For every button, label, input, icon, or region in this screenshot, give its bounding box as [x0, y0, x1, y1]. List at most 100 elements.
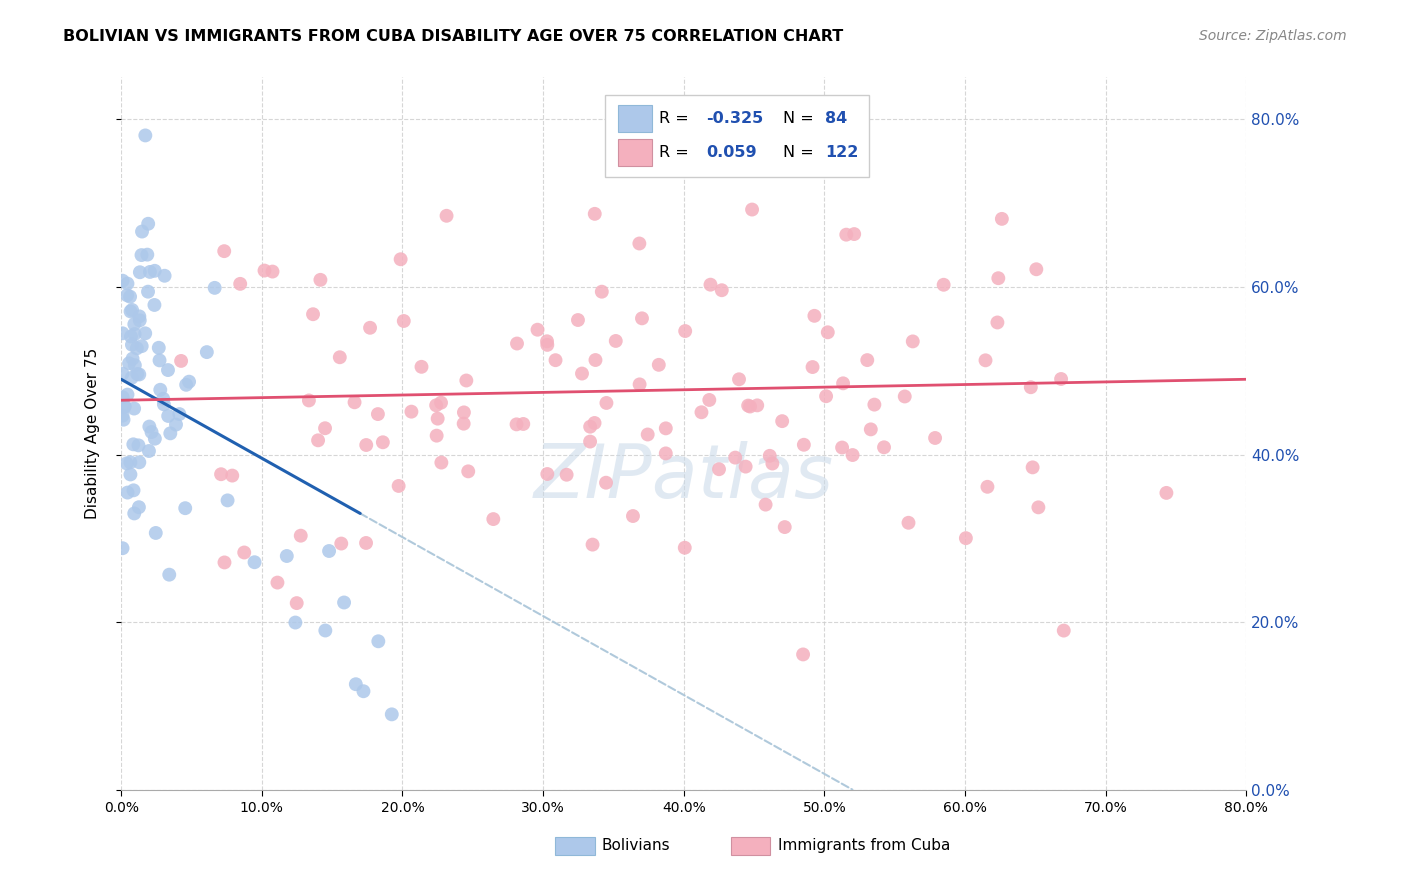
Point — [111, 409, 134, 423]
Point — [506, 336, 529, 351]
Point — [655, 421, 678, 435]
Point — [991, 211, 1014, 226]
Point — [131, 339, 153, 353]
Point — [165, 417, 187, 432]
Point — [457, 464, 479, 478]
Point — [118, 356, 141, 370]
Point — [426, 411, 449, 425]
FancyBboxPatch shape — [619, 105, 652, 132]
Point — [690, 405, 713, 419]
Point — [755, 498, 778, 512]
Point — [217, 493, 239, 508]
Point — [987, 271, 1010, 285]
Point — [536, 334, 558, 349]
Point — [111, 274, 134, 288]
Point — [571, 367, 593, 381]
Point — [758, 449, 780, 463]
Point — [309, 273, 332, 287]
Point — [873, 440, 896, 454]
Point — [284, 615, 307, 630]
Point — [131, 225, 153, 239]
Point — [425, 398, 447, 412]
Point — [482, 512, 505, 526]
Point — [125, 341, 148, 355]
Text: R =: R = — [659, 112, 693, 127]
Point — [738, 400, 761, 414]
Point — [148, 353, 170, 368]
Point — [974, 353, 997, 368]
Point — [329, 351, 352, 365]
Point — [832, 376, 855, 391]
Point — [157, 409, 180, 423]
Point — [697, 392, 720, 407]
Text: R =: R = — [659, 145, 699, 160]
Point — [114, 399, 136, 413]
Point — [153, 268, 176, 283]
Point — [141, 425, 163, 439]
Point — [124, 358, 146, 372]
Point — [747, 398, 769, 412]
Point — [124, 327, 146, 342]
Point — [121, 302, 143, 317]
Point — [148, 341, 170, 355]
Point — [145, 525, 167, 540]
Point — [426, 428, 449, 442]
Point — [115, 457, 138, 471]
Text: 84: 84 — [825, 112, 848, 127]
Point — [122, 437, 145, 451]
Point — [728, 372, 751, 386]
Point — [128, 455, 150, 469]
Point — [734, 459, 756, 474]
FancyBboxPatch shape — [619, 139, 652, 166]
Point — [117, 485, 139, 500]
Point — [512, 417, 534, 431]
Point — [128, 500, 150, 515]
Point — [290, 529, 312, 543]
Point — [233, 545, 256, 559]
Point — [932, 277, 955, 292]
Point — [152, 392, 174, 406]
Point — [117, 387, 139, 401]
Point — [1028, 500, 1050, 515]
Point — [555, 467, 578, 482]
Point — [595, 396, 617, 410]
Point — [581, 538, 603, 552]
Point — [741, 202, 763, 217]
Point — [153, 397, 176, 411]
Point — [567, 313, 589, 327]
Text: 0.059: 0.059 — [706, 145, 756, 160]
Point — [330, 536, 353, 550]
Point — [359, 320, 381, 334]
Point — [673, 324, 696, 338]
Point — [122, 401, 145, 416]
Point — [371, 435, 394, 450]
Point — [893, 389, 915, 403]
Point — [1156, 486, 1178, 500]
Point — [388, 479, 411, 493]
Point — [212, 244, 235, 259]
Text: ZIPatlas: ZIPatlas — [534, 441, 834, 513]
Point — [354, 536, 377, 550]
Y-axis label: Disability Age Over 75: Disability Age Over 75 — [86, 348, 100, 519]
Point — [122, 483, 145, 498]
Point — [773, 520, 796, 534]
Point — [430, 395, 453, 409]
Point — [1050, 372, 1073, 386]
Point — [411, 359, 433, 374]
Point — [243, 555, 266, 569]
Point — [1021, 460, 1043, 475]
Point — [924, 431, 946, 445]
Point — [136, 285, 159, 299]
Point — [793, 438, 815, 452]
Point — [1019, 380, 1042, 394]
Point — [585, 353, 607, 368]
Point — [648, 358, 671, 372]
Point — [112, 400, 135, 414]
Point — [318, 544, 340, 558]
Point — [121, 351, 143, 366]
Point — [138, 419, 160, 434]
Point — [314, 624, 336, 638]
Point — [302, 307, 325, 321]
Point — [128, 368, 150, 382]
Point — [526, 323, 548, 337]
